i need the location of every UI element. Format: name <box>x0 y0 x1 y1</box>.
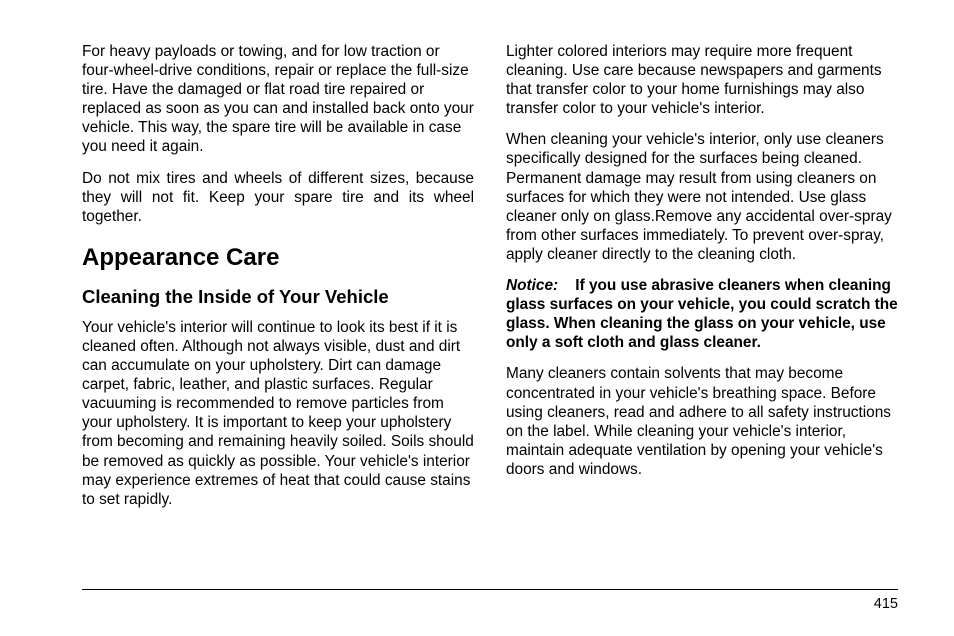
subsection-heading: Cleaning the Inside of Your Vehicle <box>82 286 474 308</box>
paragraph: For heavy payloads or towing, and for lo… <box>82 42 474 157</box>
manual-page: For heavy payloads or towing, and for lo… <box>0 0 954 636</box>
paragraph: Many cleaners contain solvents that may … <box>506 364 898 479</box>
section-heading: Appearance Care <box>82 244 474 272</box>
paragraph: Lighter colored interiors may require mo… <box>506 42 898 118</box>
page-footer: 415 <box>82 589 898 612</box>
notice-label: Notice: <box>506 277 558 294</box>
paragraph: Your vehicle's interior will continue to… <box>82 318 474 509</box>
right-column: Lighter colored interiors may require mo… <box>506 42 898 521</box>
page-number: 415 <box>874 596 898 612</box>
left-column: For heavy payloads or towing, and for lo… <box>82 42 474 521</box>
paragraph: When cleaning your vehicle's interior, o… <box>506 130 898 264</box>
paragraph: Do not mix tires and wheels of different… <box>82 169 474 226</box>
two-column-layout: For heavy payloads or towing, and for lo… <box>82 42 898 521</box>
notice-paragraph: Notice: If you use abrasive cleaners whe… <box>506 276 898 352</box>
